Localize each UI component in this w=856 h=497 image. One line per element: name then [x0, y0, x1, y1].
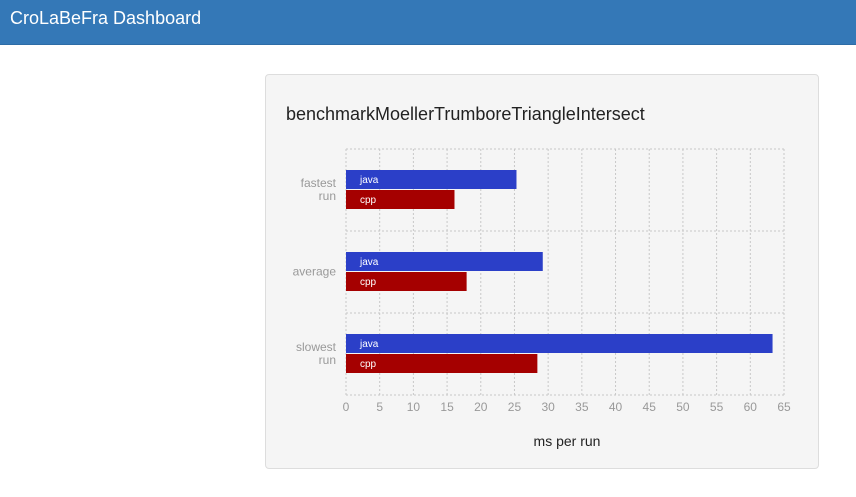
navbar: CroLaBeFra Dashboard: [0, 0, 856, 45]
x-tick-label: 40: [609, 400, 623, 414]
bar-label: java: [359, 175, 379, 186]
bar-java: [346, 334, 773, 353]
bar-chart: 0 5 10 15 20 25 30 35 40 45 50 55 60 65 java cpp fastest…: [293, 148, 791, 449]
y-category-label: run: [319, 353, 336, 367]
bar-cpp: [346, 354, 538, 373]
bar-java: [346, 170, 517, 189]
x-tick-label: 30: [541, 400, 555, 414]
x-tick-label: 5: [376, 400, 383, 414]
panel-title: benchmarkMoellerTrumboreTriangleIntersec…: [286, 104, 645, 124]
bar-cpp: [346, 272, 467, 291]
x-tick-label: 65: [777, 400, 791, 414]
bar-label: java: [359, 257, 379, 268]
bar-label: cpp: [360, 359, 377, 370]
x-tick-label: 15: [440, 400, 454, 414]
x-tick-label: 60: [744, 400, 758, 414]
x-axis-label: ms per run: [534, 433, 601, 449]
y-category-label: average: [293, 265, 337, 279]
x-tick-label: 0: [343, 400, 350, 414]
x-tick-label: 10: [407, 400, 421, 414]
x-tick-label: 45: [643, 400, 657, 414]
bar-java: [346, 252, 543, 271]
x-tick-label: 55: [710, 400, 724, 414]
brand-link[interactable]: CroLaBeFra Dashboard: [10, 8, 202, 28]
y-category-label: run: [319, 189, 336, 203]
benchmark-panel: benchmarkMoellerTrumboreTriangleIntersec…: [265, 74, 819, 469]
y-category-label: fastest: [301, 176, 337, 190]
bar-label: java: [359, 339, 379, 350]
x-tick-label: 25: [508, 400, 522, 414]
x-tick-label: 20: [474, 400, 488, 414]
y-category-label: slowest: [296, 340, 337, 354]
x-tick-label: 50: [676, 400, 690, 414]
bar-label: cpp: [360, 277, 377, 288]
x-tick-label: 35: [575, 400, 589, 414]
bar-cpp: [346, 190, 455, 209]
bar-label: cpp: [360, 195, 377, 206]
